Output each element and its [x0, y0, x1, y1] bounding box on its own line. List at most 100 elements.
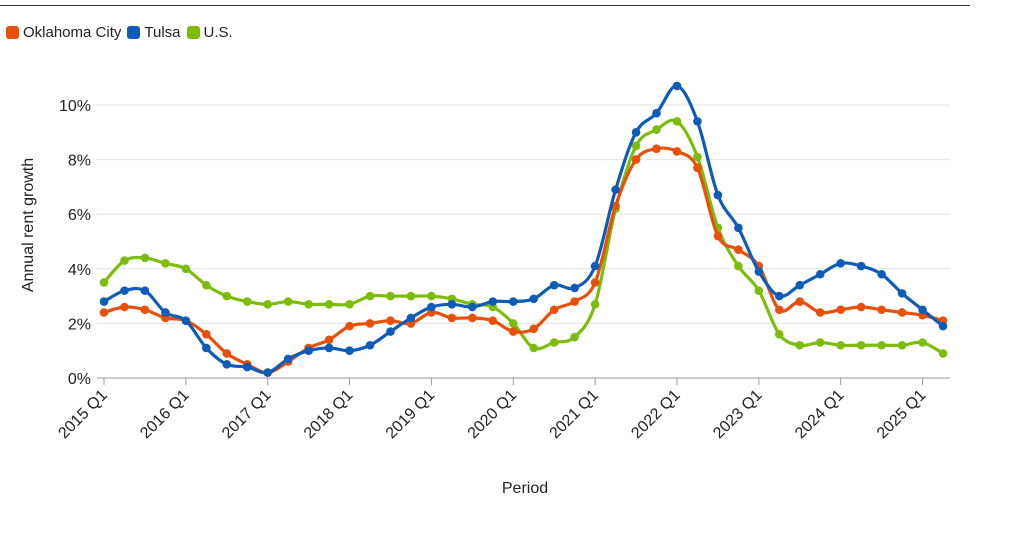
data-point-tulsa: [652, 108, 661, 118]
data-point-oklahoma-city: [549, 305, 559, 315]
data-point-u-s: [181, 264, 191, 274]
series-u-s: [99, 117, 948, 358]
data-point-tulsa: [856, 261, 866, 271]
x-tick-label: 2020 Q1: [465, 387, 520, 442]
data-point-oklahoma-city: [488, 316, 498, 325]
data-point-u-s: [631, 141, 641, 151]
data-point-u-s: [856, 340, 866, 350]
data-point-u-s: [529, 343, 539, 353]
data-point-oklahoma-city: [877, 305, 886, 315]
data-point-u-s: [795, 340, 805, 350]
data-point-oklahoma-city: [713, 231, 723, 241]
data-point-tulsa: [202, 343, 211, 353]
data-point-u-s: [283, 297, 293, 306]
data-point-oklahoma-city: [693, 163, 702, 173]
data-point-tulsa: [468, 302, 477, 312]
data-point-tulsa: [181, 316, 191, 325]
data-point-u-s: [652, 125, 661, 134]
data-point-oklahoma-city: [120, 302, 129, 312]
data-point-tulsa: [713, 190, 723, 200]
legend-swatch-us: [186, 26, 200, 39]
x-tick-label: 2024 Q1: [792, 387, 847, 442]
x-tick-label: 2023 Q1: [710, 387, 765, 442]
data-point-tulsa: [836, 259, 845, 268]
data-point-tulsa: [795, 280, 805, 290]
data-point-oklahoma-city: [140, 305, 150, 315]
data-point-oklahoma-city: [897, 308, 907, 317]
data-point-tulsa: [386, 327, 395, 336]
data-point-u-s: [877, 340, 886, 350]
y-axis-title: Annual rent growth: [20, 158, 37, 292]
data-point-u-s: [242, 297, 252, 306]
x-tick-label: 2022 Q1: [628, 387, 683, 442]
data-point-u-s: [120, 256, 129, 265]
data-point-u-s: [693, 152, 702, 162]
data-point-tulsa: [631, 128, 641, 137]
data-point-tulsa: [529, 294, 539, 304]
data-point-u-s: [345, 299, 354, 309]
data-point-tulsa: [488, 297, 498, 306]
data-point-tulsa: [427, 302, 436, 312]
x-tick-label: 2017 Q1: [219, 387, 274, 442]
data-point-tulsa: [918, 305, 927, 315]
data-point-oklahoma-city: [222, 349, 232, 358]
data-point-u-s: [918, 338, 927, 347]
y-tick-label: 10%: [59, 98, 91, 115]
data-point-u-s: [140, 253, 150, 263]
data-point-tulsa: [897, 289, 907, 298]
x-tick-label: 2019 Q1: [383, 387, 438, 442]
data-point-tulsa: [140, 286, 150, 295]
legend-item-us[interactable]: U.S.: [186, 24, 233, 41]
data-point-u-s: [324, 299, 334, 309]
data-point-tulsa: [324, 343, 334, 353]
data-point-u-s: [815, 338, 825, 347]
data-point-tulsa: [611, 185, 620, 194]
data-point-tulsa: [590, 261, 600, 271]
x-tick-label: 2021 Q1: [547, 387, 602, 442]
data-point-oklahoma-city: [324, 335, 334, 345]
data-point-oklahoma-city: [734, 245, 743, 254]
x-axis-title: Period: [502, 480, 548, 497]
data-point-oklahoma-city: [631, 155, 641, 164]
data-point-tulsa: [161, 308, 170, 317]
data-point-u-s: [570, 332, 579, 342]
data-point-u-s: [549, 338, 559, 347]
series-tulsa: [99, 81, 948, 377]
data-point-tulsa: [263, 368, 273, 377]
data-point-u-s: [897, 340, 907, 350]
y-tick-label: 0%: [68, 371, 91, 388]
y-tick-label: 8%: [68, 153, 91, 170]
x-tick-label: 2016 Q1: [137, 387, 192, 442]
data-point-u-s: [263, 299, 273, 309]
legend-item-oklahoma-city[interactable]: Oklahoma City: [6, 24, 121, 41]
legend-item-tulsa[interactable]: Tulsa: [127, 24, 181, 41]
data-point-tulsa: [99, 297, 109, 306]
data-point-oklahoma-city: [99, 308, 109, 317]
data-point-tulsa: [508, 297, 518, 306]
data-point-oklahoma-city: [365, 319, 375, 328]
y-tick-label: 4%: [68, 262, 91, 279]
data-point-tulsa: [815, 269, 825, 279]
data-point-oklahoma-city: [856, 302, 866, 312]
series-line-u-s: [102, 118, 945, 356]
data-point-tulsa: [406, 313, 416, 323]
data-point-oklahoma-city: [795, 297, 805, 306]
data-point-tulsa: [549, 280, 559, 290]
series-layer: [99, 81, 948, 377]
data-point-u-s: [734, 261, 743, 271]
data-point-tulsa: [693, 117, 702, 126]
y-tick-label: 6%: [68, 207, 91, 224]
data-point-oklahoma-city: [529, 324, 539, 334]
grid-lines: [97, 104, 950, 379]
data-point-oklahoma-city: [836, 305, 845, 315]
data-point-u-s: [508, 319, 518, 328]
data-point-tulsa: [938, 321, 948, 331]
series-line-tulsa: [102, 84, 945, 375]
data-point-tulsa: [345, 346, 354, 356]
data-point-tulsa: [304, 346, 313, 356]
data-point-oklahoma-city: [590, 278, 600, 287]
data-point-u-s: [427, 291, 436, 301]
legend: Oklahoma City Tulsa U.S.: [6, 24, 233, 41]
data-point-tulsa: [734, 223, 743, 233]
